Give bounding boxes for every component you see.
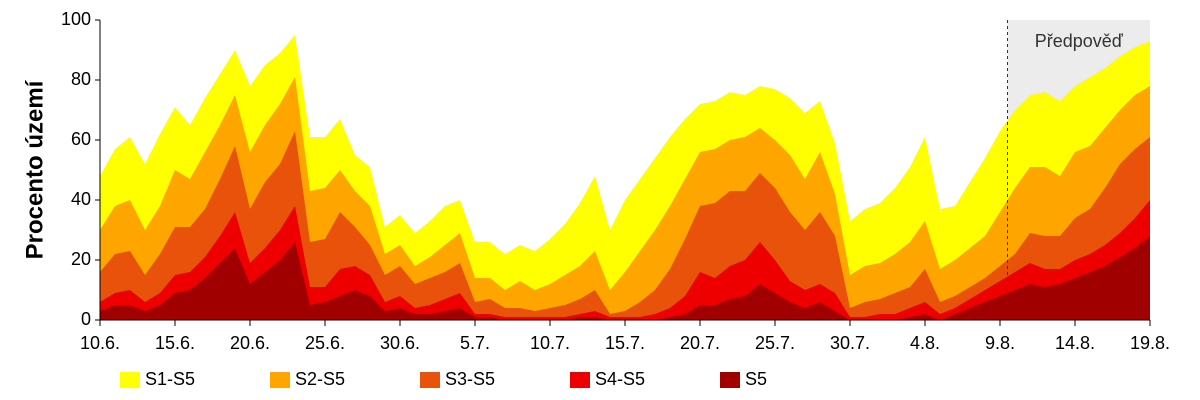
legend-label: S2-S5 bbox=[295, 369, 345, 389]
legend-swatch bbox=[720, 372, 740, 388]
y-axis-label: Procento území bbox=[21, 79, 48, 259]
y-tick-label: 20 bbox=[71, 249, 91, 269]
x-tick-label: 10.7. bbox=[530, 333, 570, 353]
x-tick-label: 15.7. bbox=[605, 333, 645, 353]
y-tick-label: 100 bbox=[61, 9, 91, 29]
x-tick-label: 15.6. bbox=[155, 333, 195, 353]
x-tick-label: 9.8. bbox=[985, 333, 1015, 353]
x-tick-label: 30.7. bbox=[830, 333, 870, 353]
area bbox=[100, 200, 1150, 320]
x-tick-label: 20.7. bbox=[680, 333, 720, 353]
x-tick-label: 30.6. bbox=[380, 333, 420, 353]
x-tick-label: 5.7. bbox=[460, 333, 490, 353]
x-tick-label: 25.6. bbox=[305, 333, 345, 353]
x-tick-label: 25.7. bbox=[755, 333, 795, 353]
legend-label: S3-S5 bbox=[445, 369, 495, 389]
area bbox=[100, 236, 1150, 320]
y-tick-label: 40 bbox=[71, 189, 91, 209]
legend-label: S1-S5 bbox=[145, 369, 195, 389]
legend-swatch bbox=[570, 372, 590, 388]
x-tick-label: 10.6. bbox=[80, 333, 120, 353]
legend-label: S5 bbox=[745, 369, 767, 389]
x-tick-label: 4.8. bbox=[910, 333, 940, 353]
x-tick-label: 20.6. bbox=[230, 333, 270, 353]
legend-swatch bbox=[120, 372, 140, 388]
x-tick-label: 14.8. bbox=[1055, 333, 1095, 353]
x-tick-label: 19.8. bbox=[1130, 333, 1170, 353]
y-tick-label: 0 bbox=[81, 309, 91, 329]
legend-label: S4-S5 bbox=[595, 369, 645, 389]
y-tick-label: 80 bbox=[71, 69, 91, 89]
legend-swatch bbox=[270, 372, 290, 388]
legend-swatch bbox=[420, 372, 440, 388]
y-tick-label: 60 bbox=[71, 129, 91, 149]
forecast-label: Předpověď bbox=[1035, 31, 1124, 51]
